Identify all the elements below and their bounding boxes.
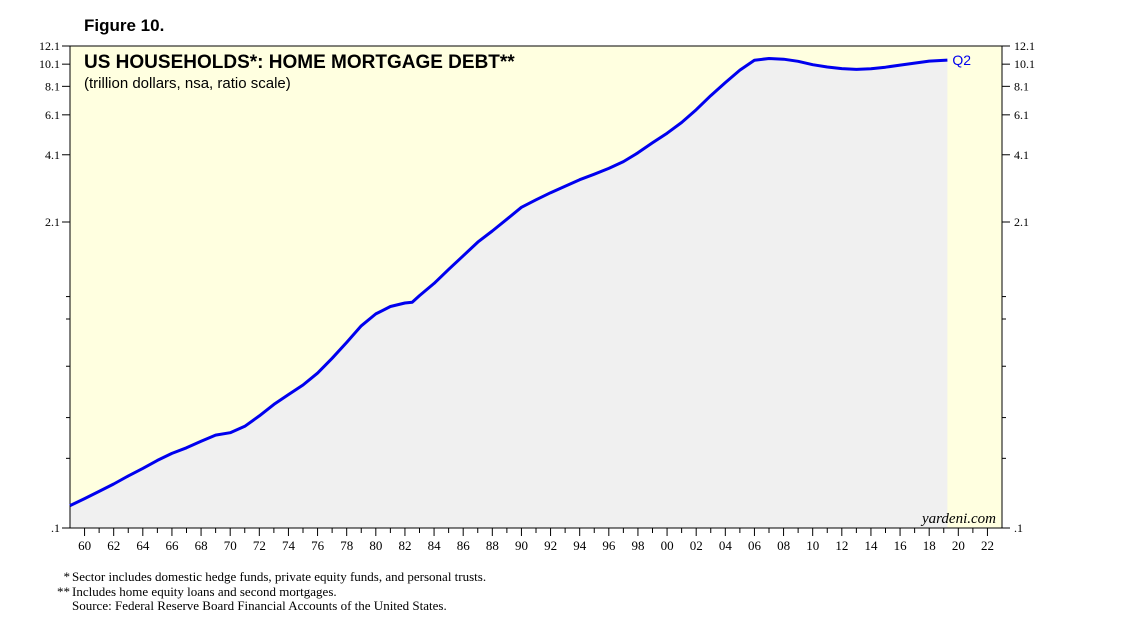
x-tick-label: 86 [457, 538, 471, 553]
footnote-mark [44, 599, 72, 614]
chart: 12.110.18.16.14.12.1.1 12.110.18.16.14.1… [39, 39, 1035, 553]
x-tick-label: 70 [224, 538, 237, 553]
series-line [69, 57, 948, 507]
x-tick-label: 82 [398, 538, 411, 553]
x-tick-label: 96 [602, 538, 616, 553]
footnote-text: Sector includes domestic hedge funds, pr… [72, 569, 487, 584]
footnote-1: * Sector includes domestic hedge funds, … [44, 569, 487, 585]
series-area [70, 58, 948, 528]
x-tick-label: 04 [719, 538, 733, 553]
footnote-text: Includes home equity loans and second mo… [72, 583, 337, 599]
footnote-2: ** Includes home equity loans and second… [44, 583, 486, 600]
footnote-source: Source: Federal Reserve Board Financial … [44, 598, 486, 614]
x-tick-label: 62 [107, 538, 120, 553]
x-tick-label: 08 [777, 538, 790, 553]
x-tick-label: 64 [136, 538, 150, 553]
x-tick-label: 20 [952, 538, 965, 553]
y-tick-label-right: .1 [1014, 521, 1023, 535]
x-tick-label: 88 [486, 538, 499, 553]
x-tick-label: 74 [282, 538, 296, 553]
y-tick-label-left: .1 [51, 521, 60, 535]
footnotes: * Sector includes domestic hedge funds, … [44, 569, 487, 614]
x-tick-label: 68 [195, 538, 208, 553]
y-tick-label-left: 6.1 [45, 108, 60, 122]
x-tick-label: 18 [923, 538, 936, 553]
x-axis: 60 62 64 66 68 70 72 74 76 78 80 82 84 86 88 90 92 94 96 98… [78, 528, 994, 553]
x-tick-label: 80 [369, 538, 382, 553]
y-tick-label-left: 4.1 [45, 148, 60, 162]
y-tick-label-right: 10.1 [1014, 57, 1035, 71]
footnote-text: Source: Federal Reserve Board Financial … [72, 598, 447, 613]
series-end-label: Q2 [952, 52, 971, 68]
chart-subtitle: (trillion dollars, nsa, ratio scale) [84, 75, 291, 92]
x-tick-label: 66 [165, 538, 179, 553]
figure-label: Figure 10. [84, 16, 165, 35]
x-tick-label: 12 [835, 538, 848, 553]
x-tick-label: 76 [311, 538, 325, 553]
x-tick-label: 92 [544, 538, 557, 553]
x-tick-label: 60 [78, 538, 91, 553]
x-tick-label: 16 [894, 538, 908, 553]
y-tick-label-right: 12.1 [1014, 39, 1035, 53]
y-tick-label-left: 12.1 [39, 39, 60, 53]
x-tick-label: 22 [981, 538, 994, 553]
y-tick-label-left: 8.1 [45, 79, 60, 93]
x-tick-label: 14 [864, 538, 878, 553]
y-tick-label-left: 10.1 [39, 57, 60, 71]
y-axis-right: 12.1 10.1 8.1 6.1 4.1 2.1 .1 [1002, 39, 1035, 535]
y-tick-label-left: 2.1 [45, 215, 60, 229]
x-tick-label: 00 [661, 538, 674, 553]
source-watermark: yardeni.com [920, 511, 996, 527]
footnote-mark: * [63, 569, 71, 584]
x-tick-label: 78 [340, 538, 353, 553]
footnote-mark: ** [57, 583, 70, 599]
y-axis-left: 12.1 10.1 8.1 6.1 4.1 2.1 .1 [39, 39, 70, 535]
x-tick-label: 84 [428, 538, 442, 553]
y-tick-label-right: 8.1 [1014, 79, 1029, 93]
x-tick-label: 90 [515, 538, 528, 553]
x-tick-label: 10 [806, 538, 819, 553]
x-tick-label: 06 [748, 538, 762, 553]
x-tick-label: 94 [573, 538, 587, 553]
x-tick-label: 02 [690, 538, 703, 553]
y-tick-label-right: 6.1 [1014, 108, 1029, 122]
y-tick-label-right: 4.1 [1014, 148, 1029, 162]
x-tick-label: 72 [253, 538, 266, 553]
y-tick-label-right: 2.1 [1014, 215, 1029, 229]
chart-title: US HOUSEHOLDS*: HOME MORTGAGE DEBT** [84, 52, 515, 73]
x-tick-label: 98 [631, 538, 644, 553]
